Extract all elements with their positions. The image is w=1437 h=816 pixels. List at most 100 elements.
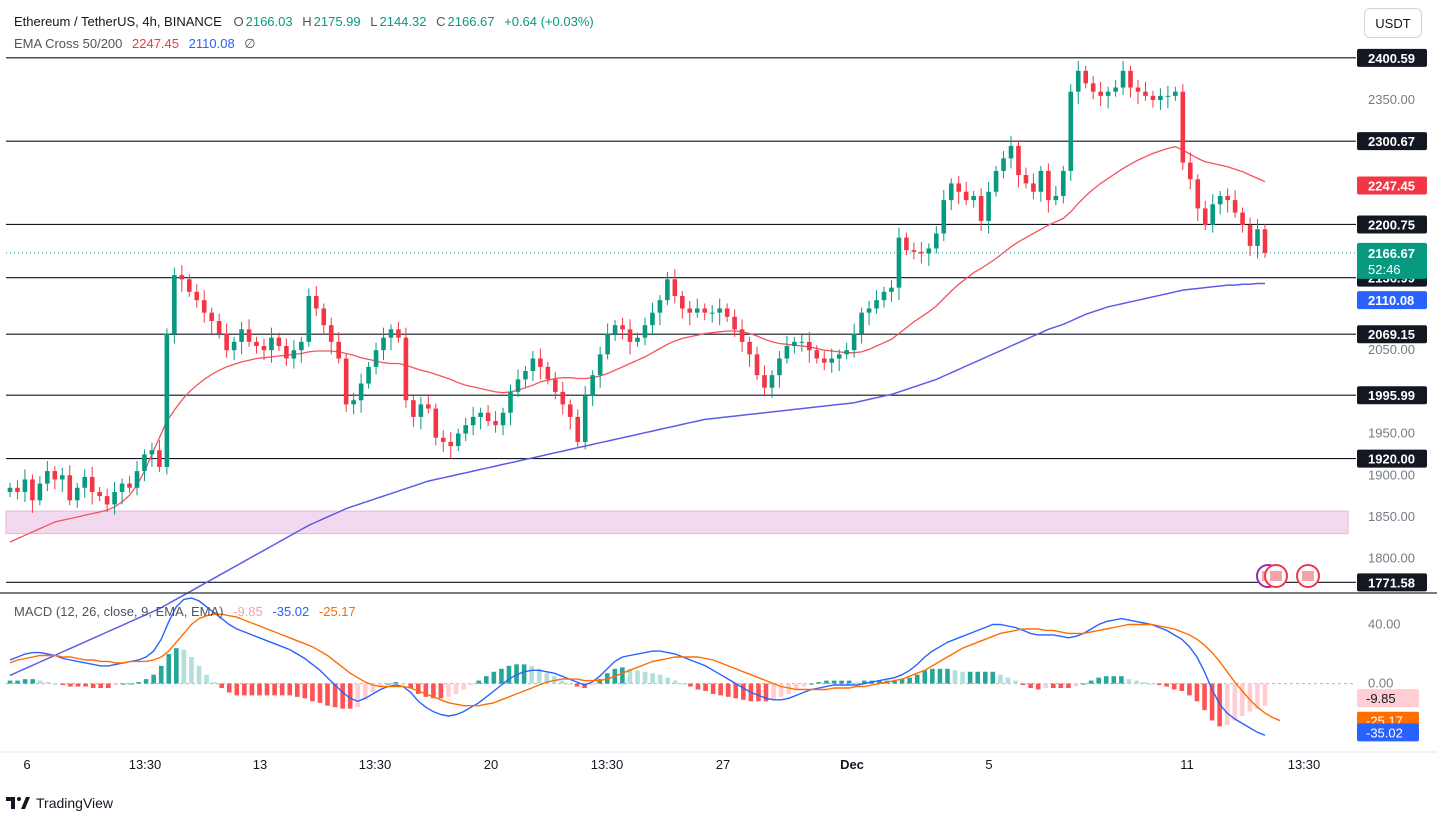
- candle-body: [1135, 87, 1141, 92]
- candle-body: [694, 308, 700, 313]
- macd-hist-bar: [846, 680, 852, 684]
- ema-label[interactable]: EMA Cross 50/200: [14, 36, 123, 51]
- macd-hist-bar: [854, 682, 860, 684]
- candle-body: [15, 487, 20, 492]
- macd-label[interactable]: MACD (12, 26, close, 9, EMA, EMA): [14, 604, 224, 619]
- last-price-tag-bg: [1357, 242, 1427, 279]
- macd-pane[interactable]: [6, 597, 1356, 736]
- candle-body: [358, 383, 364, 401]
- macd-hist-bar: [786, 683, 792, 694]
- macd-hist-bar: [310, 683, 315, 702]
- macd-line-value: -35.02: [272, 604, 310, 619]
- demand-zone: [5, 510, 1349, 535]
- candle-body: [164, 333, 170, 467]
- candle-body: [926, 248, 932, 254]
- footer-brand[interactable]: TradingView: [6, 795, 113, 811]
- macd-hist-bar: [650, 673, 655, 684]
- macd-hist-bar: [499, 668, 504, 684]
- macd-hist-bar: [272, 683, 277, 696]
- close-label: C: [436, 14, 446, 29]
- symbol-title[interactable]: Ethereum / TetherUS, 4h, BINANCE: [14, 14, 222, 29]
- candle-body: [1195, 179, 1201, 209]
- candle-body: [179, 275, 185, 280]
- candle-body: [575, 416, 581, 442]
- candle-body: [934, 233, 939, 249]
- macd-hist-bar: [930, 668, 935, 684]
- macd-hist-bar: [453, 683, 459, 694]
- candle-body: [605, 333, 610, 355]
- candle-body: [732, 316, 737, 330]
- candle-body: [7, 487, 13, 492]
- currency-unit-button[interactable]: USDT: [1364, 8, 1422, 38]
- ema50-line: [9, 146, 1266, 543]
- candle-body: [59, 475, 65, 480]
- macd-hist-bar: [105, 683, 111, 688]
- candle-body: [523, 371, 528, 380]
- macd-hist-bar: [30, 679, 35, 684]
- candle-body: [1008, 145, 1014, 159]
- macd-hist-bar: [347, 683, 353, 709]
- candle-body: [717, 308, 722, 313]
- candle-body: [836, 354, 842, 359]
- candle-body: [343, 358, 349, 405]
- macd-hist-bar: [1232, 683, 1238, 721]
- macd-hist-bar: [559, 680, 565, 684]
- macd-hist-bar: [279, 683, 285, 696]
- time-tick-label: 20: [484, 757, 498, 772]
- signal-line: [9, 613, 1281, 722]
- candle-body: [142, 454, 147, 472]
- macd-hist-bar: [937, 668, 943, 684]
- candle-body: [971, 195, 976, 201]
- macd-hist-bar: [801, 683, 807, 687]
- macd-hist-bar: [536, 668, 542, 684]
- macd-hist-bar: [672, 680, 678, 684]
- countdown-label: 52:46: [1368, 262, 1401, 277]
- macd-hist-bar: [302, 683, 308, 699]
- candle-body: [612, 325, 618, 334]
- macd-hist-bar: [75, 683, 81, 687]
- candle-body: [508, 391, 513, 413]
- macd-hist-bar: [378, 683, 383, 687]
- price-pane[interactable]: [5, 57, 1356, 677]
- candle-body: [986, 191, 991, 221]
- candle-body: [739, 329, 745, 342]
- macd-hist-bar: [317, 683, 323, 703]
- macd-hist-bar: [98, 683, 104, 688]
- macd-hist-bar: [975, 671, 981, 684]
- candle-body: [1098, 91, 1103, 96]
- candle-body: [1255, 229, 1260, 246]
- candle-body: [1128, 70, 1133, 88]
- macd-hist-bar: [325, 683, 330, 706]
- open-label: O: [233, 14, 244, 29]
- macd-hist-bar: [544, 673, 550, 684]
- candle-body: [52, 471, 58, 480]
- macd-hist-tag-bg: [1357, 689, 1419, 708]
- candle-body: [1210, 204, 1216, 226]
- level-tag-bg: [1357, 386, 1427, 405]
- candle-body: [470, 416, 476, 426]
- macd-hist-bar: [476, 680, 482, 684]
- candle-body: [67, 475, 73, 501]
- candle-body: [560, 391, 566, 405]
- candle-body: [194, 291, 200, 301]
- candle-body: [1001, 158, 1006, 171]
- candle-body: [440, 437, 446, 442]
- macd-hist-bar: [567, 683, 572, 685]
- candle-body: [313, 295, 319, 309]
- ema-legend: EMA Cross 50/200 2247.45 2110.08 ∅: [14, 36, 258, 52]
- flag-icon: [1302, 571, 1314, 581]
- candle-body: [1113, 87, 1118, 92]
- candle-body: [172, 275, 177, 334]
- macd-hist-bar: [1179, 683, 1185, 691]
- macd-hist-bar: [763, 683, 769, 702]
- macd-line-tag-bg: [1357, 723, 1419, 742]
- candle-body: [889, 287, 894, 292]
- level-tag-bg: [1357, 325, 1427, 344]
- candle-body: [149, 450, 155, 455]
- level-tag: 1920.00: [1368, 452, 1415, 467]
- price-tick-label: 1850.00: [1368, 509, 1415, 524]
- macd-hist-bar: [196, 665, 202, 684]
- macd-hist-bar: [438, 683, 444, 699]
- macd-hist-bar: [703, 683, 708, 691]
